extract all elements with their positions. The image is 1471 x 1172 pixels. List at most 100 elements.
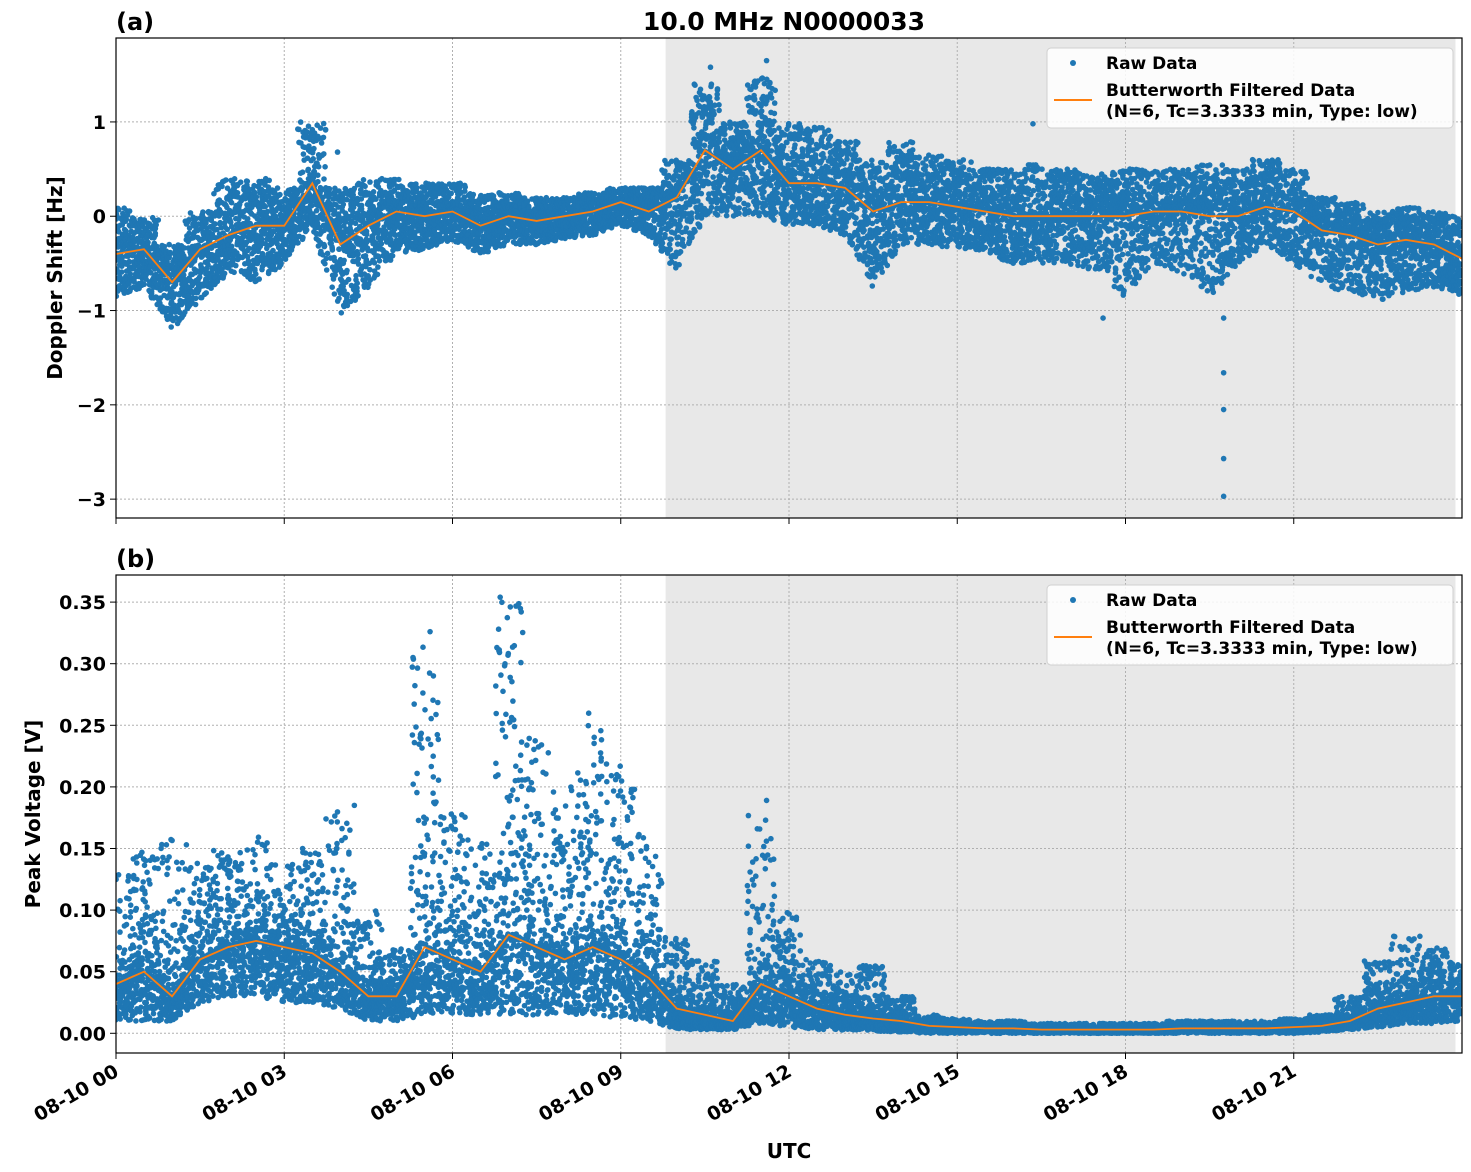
raw-data-point (153, 222, 159, 228)
raw-data-point (693, 94, 699, 101)
raw-data-point (147, 264, 153, 270)
raw-data-point (231, 269, 237, 276)
raw-data-point (300, 151, 307, 157)
raw-data-point (217, 219, 223, 226)
raw-data-point (666, 241, 673, 248)
raw-data-point (127, 271, 134, 277)
raw-data-point (317, 125, 324, 131)
raw-data-point (682, 194, 689, 200)
raw-data-point (344, 267, 350, 274)
raw-data-point (405, 189, 412, 195)
raw-data-point (299, 169, 306, 175)
raw-data-point (195, 277, 201, 284)
raw-data-point (338, 310, 345, 316)
raw-data-point (277, 191, 283, 198)
raw-data-point (367, 266, 373, 273)
raw-data-point (274, 185, 281, 191)
raw-data-point (677, 248, 684, 255)
raw-data-point (186, 230, 192, 237)
raw-data-point (396, 176, 402, 183)
raw-data-point (126, 208, 133, 214)
raw-data-point (360, 177, 367, 183)
raw-data-point (181, 245, 188, 251)
raw-data-point (221, 270, 228, 277)
raw-data-point (172, 279, 179, 286)
raw-data-point (186, 217, 192, 223)
raw-data-point (691, 125, 697, 131)
raw-data-point (683, 225, 690, 231)
raw-data-point (152, 232, 158, 239)
raw-data-point (354, 280, 361, 287)
raw-data-point (323, 267, 330, 273)
raw-data-point (229, 256, 236, 263)
raw-data-point (193, 295, 199, 302)
chart-title: 10.0 MHz N0000033 (643, 7, 925, 36)
raw-data-point (345, 276, 352, 283)
raw-data-point (193, 215, 199, 222)
raw-data-point (180, 272, 187, 278)
raw-data-point (262, 203, 269, 210)
raw-data-point (200, 209, 206, 215)
raw-data-point (187, 210, 194, 216)
raw-data-point (367, 179, 373, 185)
raw-data-point (223, 202, 229, 208)
raw-data-point (237, 179, 244, 185)
raw-data-point (370, 189, 377, 195)
raw-data-point (186, 225, 193, 231)
raw-data-point (198, 294, 204, 301)
raw-data-point (321, 243, 328, 249)
raw-data-point (116, 293, 120, 299)
raw-data-point (376, 258, 383, 264)
raw-data-point (256, 276, 263, 282)
raw-data-point (355, 255, 362, 262)
raw-data-point (677, 223, 683, 230)
raw-data-point (231, 176, 238, 182)
raw-data-point (667, 246, 673, 253)
raw-data-point (219, 183, 225, 190)
raw-data-point (167, 249, 173, 256)
raw-data-point (297, 119, 304, 125)
raw-data-point (311, 145, 317, 152)
raw-data-point (155, 217, 162, 223)
raw-data-point (202, 217, 208, 224)
raw-data-point (131, 278, 137, 284)
raw-data-point (143, 225, 150, 231)
raw-data-point (166, 254, 172, 261)
raw-data-point (223, 177, 229, 183)
raw-data-point (321, 151, 327, 157)
raw-data-point (123, 216, 130, 223)
raw-data-point (322, 126, 329, 133)
raw-data-point (203, 265, 210, 272)
raw-data-point (315, 172, 321, 178)
raw-data-point (462, 184, 469, 190)
raw-data-point (202, 229, 209, 236)
raw-data-point (659, 240, 666, 246)
raw-data-point (300, 234, 306, 241)
raw-data-point (212, 221, 218, 227)
raw-data-point (371, 260, 378, 266)
raw-data-point (322, 164, 328, 170)
raw-data-point (324, 250, 331, 257)
raw-data-point (363, 231, 370, 238)
raw-data-point (374, 271, 381, 278)
raw-data-point (125, 253, 132, 259)
raw-data-point (679, 236, 686, 243)
raw-data-point (266, 177, 273, 184)
raw-data-point (192, 301, 199, 308)
raw-data-point (211, 190, 217, 197)
raw-data-point (148, 270, 154, 276)
raw-data-point (120, 210, 126, 217)
raw-data-point (500, 242, 507, 249)
plot-area (116, 57, 1462, 500)
raw-data-point (152, 226, 158, 232)
raw-data-point (126, 258, 132, 265)
raw-data-point (214, 278, 221, 285)
raw-data-point (668, 236, 674, 242)
panel-a: 10−1−2−3(a)Doppler Shift [Hz]Raw DataBut… (43, 8, 1463, 524)
raw-data-point (336, 295, 342, 302)
raw-data-point (190, 235, 196, 241)
raw-data-point (233, 262, 239, 269)
raw-data-point (490, 193, 497, 199)
raw-data-point (389, 253, 396, 259)
